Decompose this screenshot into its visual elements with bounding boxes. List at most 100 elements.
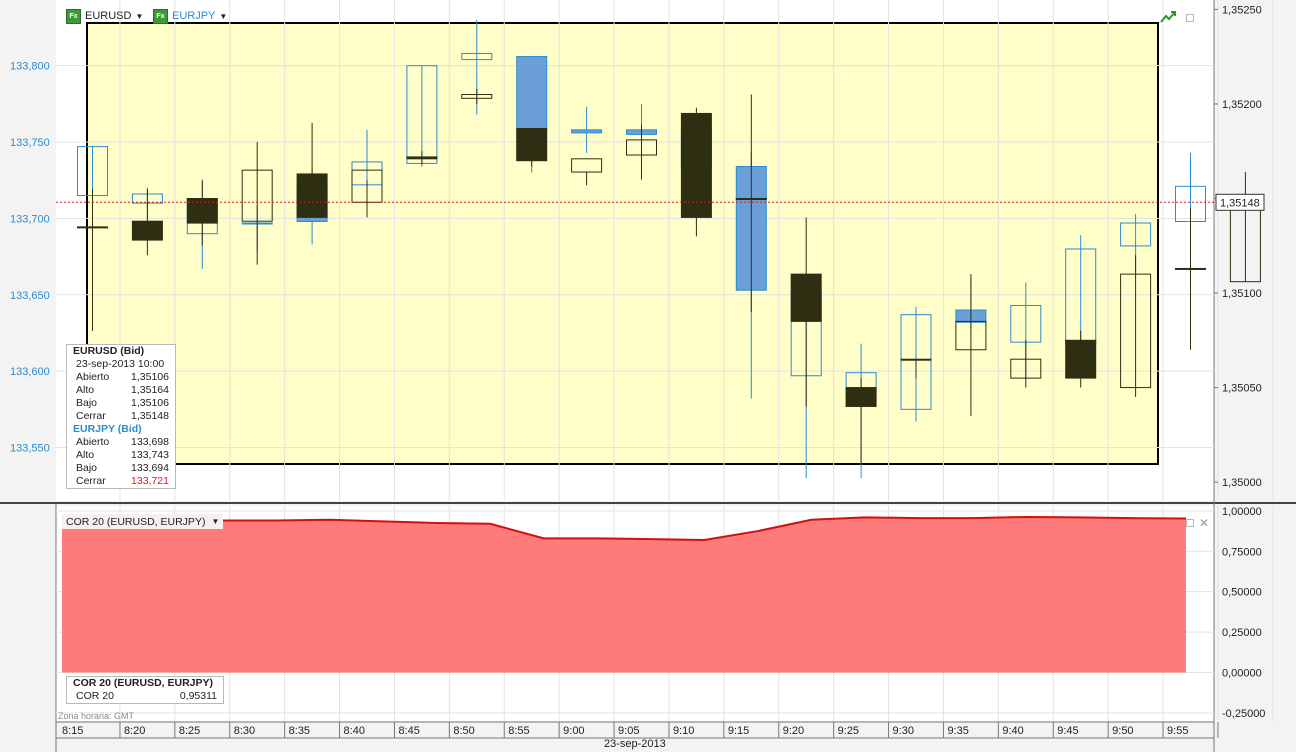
y-left-tick-label: 133,600 bbox=[10, 366, 50, 378]
infobox-row: Abierto 133,698 bbox=[76, 436, 169, 448]
maximize-icon[interactable] bbox=[1186, 13, 1194, 25]
eurusd-candle bbox=[790, 273, 822, 322]
infobox-row: Cerrar 1,35148 bbox=[76, 410, 169, 422]
x-tick-label: 8:55 bbox=[508, 725, 529, 737]
chevron-down-icon: ▼ bbox=[211, 517, 220, 526]
y-left-tick-label: 133,700 bbox=[10, 213, 50, 225]
indicator-infobox-row: COR 20 0,95311 bbox=[76, 690, 217, 702]
x-tick-label: 8:15 bbox=[62, 725, 83, 737]
y-right-tick-label: 1,35050 bbox=[1222, 383, 1262, 395]
chevron-down-icon: ▼ bbox=[135, 11, 144, 21]
last-price-tag-label: 1,35148 bbox=[1220, 197, 1260, 209]
indicator-y-tick-label: 0,00000 bbox=[1222, 668, 1262, 680]
x-tick-label: 8:45 bbox=[398, 725, 419, 737]
y-right-tick-label: 1,35250 bbox=[1222, 4, 1262, 16]
correlation-line bbox=[61, 515, 1187, 541]
indicator-y-tick-label: 1,00000 bbox=[1222, 506, 1262, 518]
x-tick-label: 8:25 bbox=[179, 725, 200, 737]
indicator-selector[interactable]: COR 20 (EURUSD, EURJPY) ▼ bbox=[62, 514, 224, 529]
infobox-row: Alto 1,35164 bbox=[76, 384, 169, 396]
eurusd-candle bbox=[955, 320, 987, 351]
eurjpy-candle bbox=[406, 65, 438, 164]
eurusd-candle bbox=[516, 128, 548, 162]
eurusd-candle bbox=[241, 169, 273, 222]
y-right-tick-label: 1,35200 bbox=[1222, 99, 1262, 111]
eurjpy-candle bbox=[1010, 304, 1042, 343]
x-tick-label: 9:25 bbox=[838, 725, 859, 737]
fx-icon: Fx bbox=[153, 8, 168, 24]
eurusd-candle bbox=[351, 169, 383, 203]
date-label: 23-sep-2013 bbox=[604, 738, 666, 750]
indicator-y-tick-label: 0,25000 bbox=[1222, 627, 1262, 639]
x-tick-label: 9:45 bbox=[1057, 725, 1078, 737]
infobox-date: 23-sep-2013 10:00 bbox=[76, 358, 165, 370]
x-tick-label: 9:05 bbox=[618, 725, 639, 737]
eurusd-candle bbox=[900, 358, 932, 361]
indicator-infobox-title: COR 20 (EURUSD, EURJPY) bbox=[73, 677, 214, 689]
y-left-tick-label: 133,800 bbox=[10, 61, 50, 73]
infobox-row: Bajo 133,694 bbox=[76, 462, 169, 474]
x-tick-label: 9:40 bbox=[1002, 725, 1023, 737]
eurjpy-candle bbox=[900, 314, 932, 410]
eurjpy-candle bbox=[1120, 222, 1152, 247]
indicator-y-tick-label: -0,25000 bbox=[1222, 708, 1265, 720]
x-tick-label: 9:15 bbox=[728, 725, 749, 737]
x-tick-label: 8:40 bbox=[344, 725, 365, 737]
x-tick-label: 9:35 bbox=[947, 725, 968, 737]
symbol-selector-eurjpy[interactable]: Fx EURJPY ▼ bbox=[153, 8, 227, 24]
correlation-area bbox=[62, 516, 1186, 673]
indicator-y-tick-label: 0,50000 bbox=[1222, 587, 1262, 599]
x-tick-label: 8:50 bbox=[453, 725, 474, 737]
symbol-eurusd-label: EURUSD bbox=[85, 10, 132, 22]
y-right-tick-label: 1,35000 bbox=[1222, 477, 1262, 489]
y-left-tick-label: 133,750 bbox=[10, 137, 50, 149]
x-tick-label: 8:35 bbox=[289, 725, 310, 737]
symbol-eurjpy-label: EURJPY bbox=[172, 10, 216, 22]
highlight-region bbox=[86, 22, 1159, 465]
infobox-title-eurusd: EURUSD (Bid) bbox=[73, 345, 145, 357]
chevron-down-icon: ▼ bbox=[219, 11, 228, 21]
maximize-icon[interactable] bbox=[1186, 518, 1194, 530]
eurusd-candle bbox=[1229, 201, 1261, 283]
trend-icon[interactable] bbox=[1160, 10, 1176, 27]
infobox-row: Cerrar 133,721 bbox=[76, 475, 169, 487]
eurusd-candle bbox=[1175, 267, 1206, 270]
indicator-y-tick-label: 0,75000 bbox=[1222, 546, 1262, 558]
y-left-tick-label: 133,550 bbox=[10, 443, 50, 455]
x-tick-label: 9:30 bbox=[893, 725, 914, 737]
eurjpy-candle bbox=[516, 56, 548, 131]
x-tick-label: 8:20 bbox=[124, 725, 145, 737]
x-tick-label: 9:50 bbox=[1112, 725, 1133, 737]
eurusd-candle bbox=[571, 158, 603, 173]
x-tick-label: 9:00 bbox=[563, 725, 584, 737]
eurusd-candle bbox=[1010, 358, 1042, 379]
x-tick-label: 9:10 bbox=[673, 725, 694, 737]
indicator-selector-label: COR 20 (EURUSD, EURJPY) bbox=[66, 515, 206, 528]
eurjpy-candle bbox=[571, 129, 603, 134]
symbol-selector-eurusd[interactable]: Fx EURUSD ▼ bbox=[66, 8, 143, 24]
eurusd-candle bbox=[77, 226, 108, 229]
fx-icon: Fx bbox=[66, 8, 81, 24]
x-tick-label: 9:55 bbox=[1167, 725, 1188, 737]
y-left-tick-label: 133,650 bbox=[10, 290, 50, 302]
eurusd-candle bbox=[735, 198, 767, 201]
infobox-row: Bajo 1,35106 bbox=[76, 397, 169, 409]
eurusd-candle bbox=[461, 94, 493, 99]
eurusd-candle bbox=[406, 156, 438, 160]
infobox-title-eurjpy: EURJPY (Bid) bbox=[73, 423, 142, 435]
y-right-tick-label: 1,35100 bbox=[1222, 288, 1262, 300]
x-tick-label: 9:20 bbox=[783, 725, 804, 737]
last-price-tag bbox=[1215, 193, 1265, 211]
eurusd-candle bbox=[680, 112, 712, 218]
eurjpy-candle bbox=[1065, 248, 1097, 345]
ohlc-infobox: EURUSD (Bid) 23-sep-2013 10:00 Abierto 1,… bbox=[66, 344, 176, 489]
eurusd-candle bbox=[131, 220, 163, 241]
eurusd-candle bbox=[1065, 339, 1097, 379]
x-tick-label: 8:30 bbox=[234, 725, 255, 737]
eurusd-candle bbox=[1120, 273, 1152, 389]
left-gutter bbox=[0, 504, 56, 752]
eurusd-candle bbox=[626, 139, 657, 156]
eurjpy-candle bbox=[77, 146, 108, 197]
close-icon[interactable]: ✕ bbox=[1199, 516, 1210, 530]
